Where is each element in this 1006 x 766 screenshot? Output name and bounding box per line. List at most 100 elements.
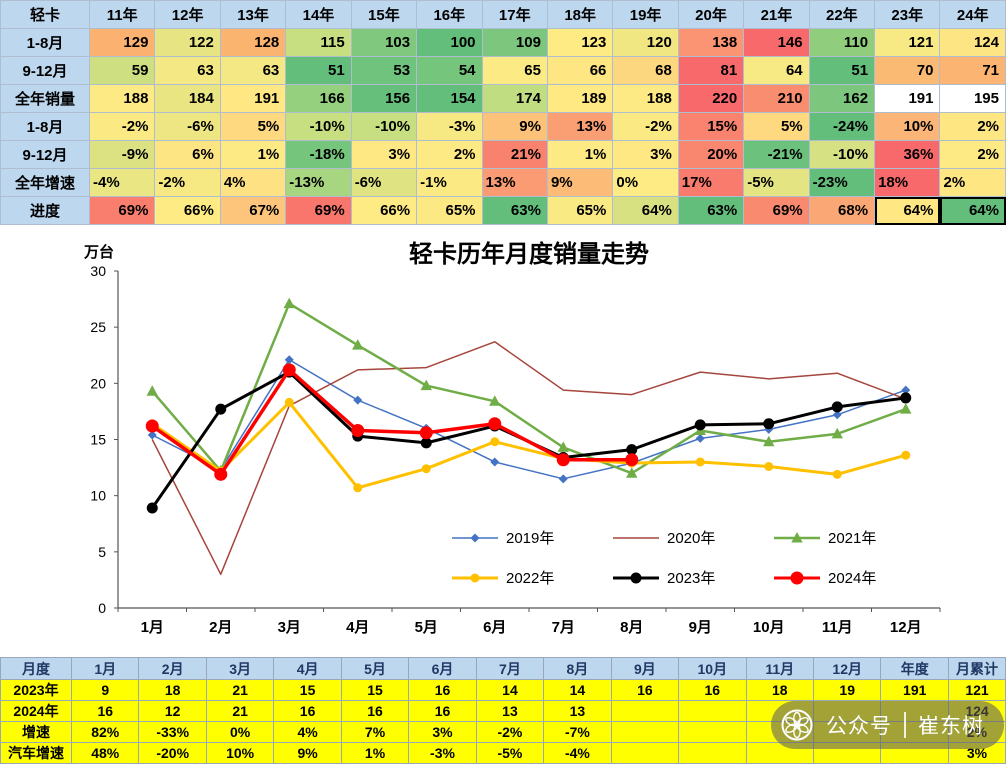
legend-label: 2019年 (506, 530, 554, 547)
value-cell: 16 (408, 679, 477, 701)
month-header: 2月 (138, 657, 207, 680)
heatmap-cell: 51 (808, 56, 876, 85)
heatmap-cell: 64% (612, 196, 679, 225)
heatmap-cell: 3% (350, 140, 418, 169)
heatmap-cell: 188 (612, 84, 679, 113)
value-cell: 13 (475, 700, 545, 722)
value-cell (678, 721, 747, 743)
heatmap-cell: 69% (88, 196, 156, 225)
corner-header: 轻卡 (0, 0, 90, 29)
heatmap-cell: 71 (939, 56, 1006, 85)
year-header: 11年 (88, 0, 156, 29)
x-tick-label: 6月 (483, 619, 506, 636)
heatmap-cell: 210 (743, 84, 810, 113)
value-cell: 19 (812, 679, 882, 701)
heatmap-cell: 120 (612, 28, 679, 57)
heatmap-cell: 2% (939, 112, 1006, 141)
value-cell: -7% (543, 721, 612, 743)
value-cell: 15 (340, 679, 410, 701)
y-tick-label: 10 (90, 488, 106, 504)
x-tick-label: 5月 (415, 619, 438, 636)
y-tick-label: 15 (90, 432, 106, 448)
heatmap-cell: -2% (612, 112, 679, 141)
heatmap-cell: 6% (154, 140, 221, 169)
top-table-row: 9-12月 59 63 63 51 53 54 65 66 68 81 64 51 70 71 (0, 56, 1006, 85)
heatmap-cell: 122 (154, 28, 221, 57)
value-cell: 16 (610, 679, 680, 701)
heatmap-cell: -4% (88, 168, 156, 197)
legend-label: 2022年 (506, 570, 554, 587)
row-label: 进度 (0, 196, 90, 225)
value-cell: 48% (70, 742, 140, 764)
heatmap-cell: 36% (874, 140, 941, 169)
value-cell: 0% (205, 721, 275, 743)
value-cell: 16 (340, 700, 410, 722)
x-tick-label: 2月 (209, 619, 232, 636)
heatmap-cell: -3% (416, 112, 483, 141)
series-line-2020年 (151, 341, 907, 576)
month-header: 3月 (205, 657, 275, 680)
heatmap-cell: -24% (808, 112, 876, 141)
watermark-badge: 公众号 崔东树 (771, 701, 1004, 749)
heatmap-cell: 20% (677, 140, 745, 169)
y-tick-label: 0 (98, 600, 106, 616)
month-header: 11月 (745, 657, 814, 680)
x-tick-label: 7月 (552, 619, 575, 636)
series-line-2024年 (151, 368, 632, 477)
heatmap-cell: 53 (350, 56, 418, 85)
top-table-row: 1-8月 129 122 128 115 103 100 109 123 120 138 146 110… (0, 28, 1006, 57)
chart-title: 轻卡历年月度销量走势 (409, 240, 649, 268)
heatmap-cell: 109 (481, 28, 548, 57)
heatmap-cell: 174 (481, 84, 548, 113)
heatmap-cell: 100 (416, 28, 483, 57)
heatmap-cell: -2% (154, 168, 221, 197)
heatmap-cell: -10% (350, 112, 418, 141)
heatmap-cell: 129 (88, 28, 156, 57)
value-cell: 13 (543, 700, 612, 722)
value-cell: -5% (475, 742, 545, 764)
value-cell (610, 721, 680, 743)
heatmap-cell: 1% (219, 140, 287, 169)
heatmap-cell: 124 (939, 28, 1006, 57)
series-line-2021年 (151, 302, 907, 475)
legend-label: 2023年 (667, 570, 715, 587)
value-cell: 9 (70, 679, 140, 701)
value-cell: 14 (475, 679, 545, 701)
heatmap-cell: 21% (481, 140, 548, 169)
x-tick-label: 8月 (620, 619, 643, 636)
heatmap-cell: 195 (939, 84, 1006, 113)
row-label: 全年销量 (0, 84, 90, 113)
value-cell: 21 (205, 679, 275, 701)
heatmap-cell: 68% (808, 196, 876, 225)
series-line-2022年 (151, 400, 907, 490)
heatmap-cell: 64% (939, 196, 1006, 225)
value-cell: 82% (70, 721, 140, 743)
month-header: 年度 (880, 657, 949, 680)
y-tick-label: 5 (98, 544, 106, 560)
year-header: 24年 (939, 0, 1006, 29)
watermark-account-label: 公众号 (826, 715, 892, 738)
heatmap-cell: 63% (677, 196, 745, 225)
row-label: 增速 (0, 721, 72, 743)
heatmap-cell: 1% (546, 140, 614, 169)
monthly-sales-table: 月度 1月 2月 3月 4月 5月 6月 7月 8月 9月 10月 11月 12月 年度 月累计 2023年 9… (0, 657, 1006, 764)
legend-label: 2024年 (828, 570, 876, 587)
value-cell (610, 700, 680, 722)
axis-unit-label: 万台 (83, 243, 114, 261)
year-header: 20年 (677, 0, 745, 29)
year-header: 13年 (219, 0, 287, 29)
row-label: 2023年 (0, 679, 72, 701)
month-header: 1月 (70, 657, 140, 680)
value-cell: -20% (138, 742, 207, 764)
heatmap-cell: 9% (546, 168, 614, 197)
heatmap-cell: 189 (546, 84, 614, 113)
heatmap-cell: 154 (416, 84, 483, 113)
sales-trend-chart: 轻卡历年月度销量走势 万台 0 5 10 15 20 25 30 1月 2月 3月 4月 5月 6月 7月 8月… (0, 224, 1006, 657)
month-header: 9月 (610, 657, 680, 680)
heatmap-cell: 18% (874, 168, 941, 197)
heatmap-cell: 156 (350, 84, 418, 113)
value-cell: 16 (678, 679, 747, 701)
heatmap-cell: 64 (743, 56, 810, 85)
row-label: 2024年 (0, 700, 72, 722)
